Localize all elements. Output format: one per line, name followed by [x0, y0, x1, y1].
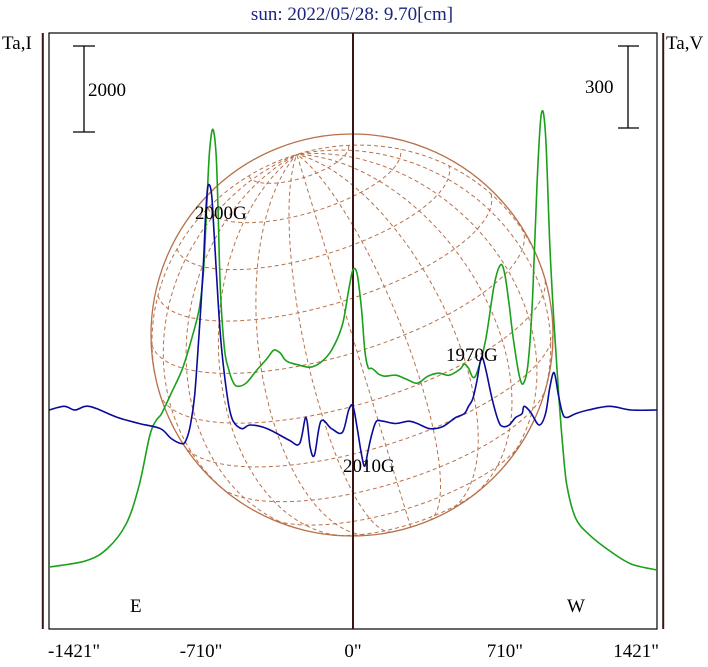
x-tick-label: 1421" — [613, 641, 659, 662]
chart-title: sun: 2022/05/28: 9.70[cm] — [251, 4, 453, 25]
disk-parallel — [222, 389, 546, 503]
disk-meridian — [296, 152, 538, 467]
disk-meridian — [296, 149, 552, 404]
disk-parallel — [248, 145, 350, 184]
disk-meridian — [162, 153, 297, 498]
disk-meridian — [296, 154, 412, 528]
disk-meridian — [296, 153, 513, 498]
disk-meridian — [288, 154, 392, 533]
left-scale-value: 2000 — [88, 80, 126, 101]
right-scale-bar — [618, 45, 639, 129]
x-tick-label: 710" — [487, 641, 523, 662]
right-scale-value: 300 — [585, 77, 614, 98]
x-tick-label: -1421" — [48, 641, 100, 662]
east-limb-label: E — [130, 596, 142, 617]
right-axis-label: Ta,V — [666, 33, 703, 54]
x-tick-label: 0" — [344, 641, 361, 662]
disk-parallel — [183, 331, 554, 468]
left-scale-bar — [73, 45, 95, 133]
disk-parallel — [207, 149, 402, 224]
disk-meridian — [296, 154, 441, 522]
x-axis-ticks: -1421" -710" 0" 710" 1421" — [48, 641, 659, 662]
disk-parallel — [270, 441, 523, 526]
annotation-2010g: 2010G — [343, 456, 395, 477]
left-axis-label: Ta,I — [2, 33, 32, 54]
disk-meridian — [255, 154, 371, 536]
annotation-2000g: 2000G — [195, 203, 247, 224]
disk-parallel — [151, 231, 525, 374]
west-limb-label: W — [567, 596, 585, 617]
disk-meridian — [217, 154, 344, 537]
disk-parallel — [159, 276, 546, 424]
disk-meridian — [185, 153, 300, 530]
marker-lines — [41, 33, 665, 629]
disk-meridian — [296, 144, 545, 277]
annotation-1970g: 1970G — [446, 345, 498, 366]
stokes-v-curve — [48, 183, 658, 467]
disk-parallel — [332, 489, 481, 536]
x-tick-label: -710" — [180, 641, 223, 662]
